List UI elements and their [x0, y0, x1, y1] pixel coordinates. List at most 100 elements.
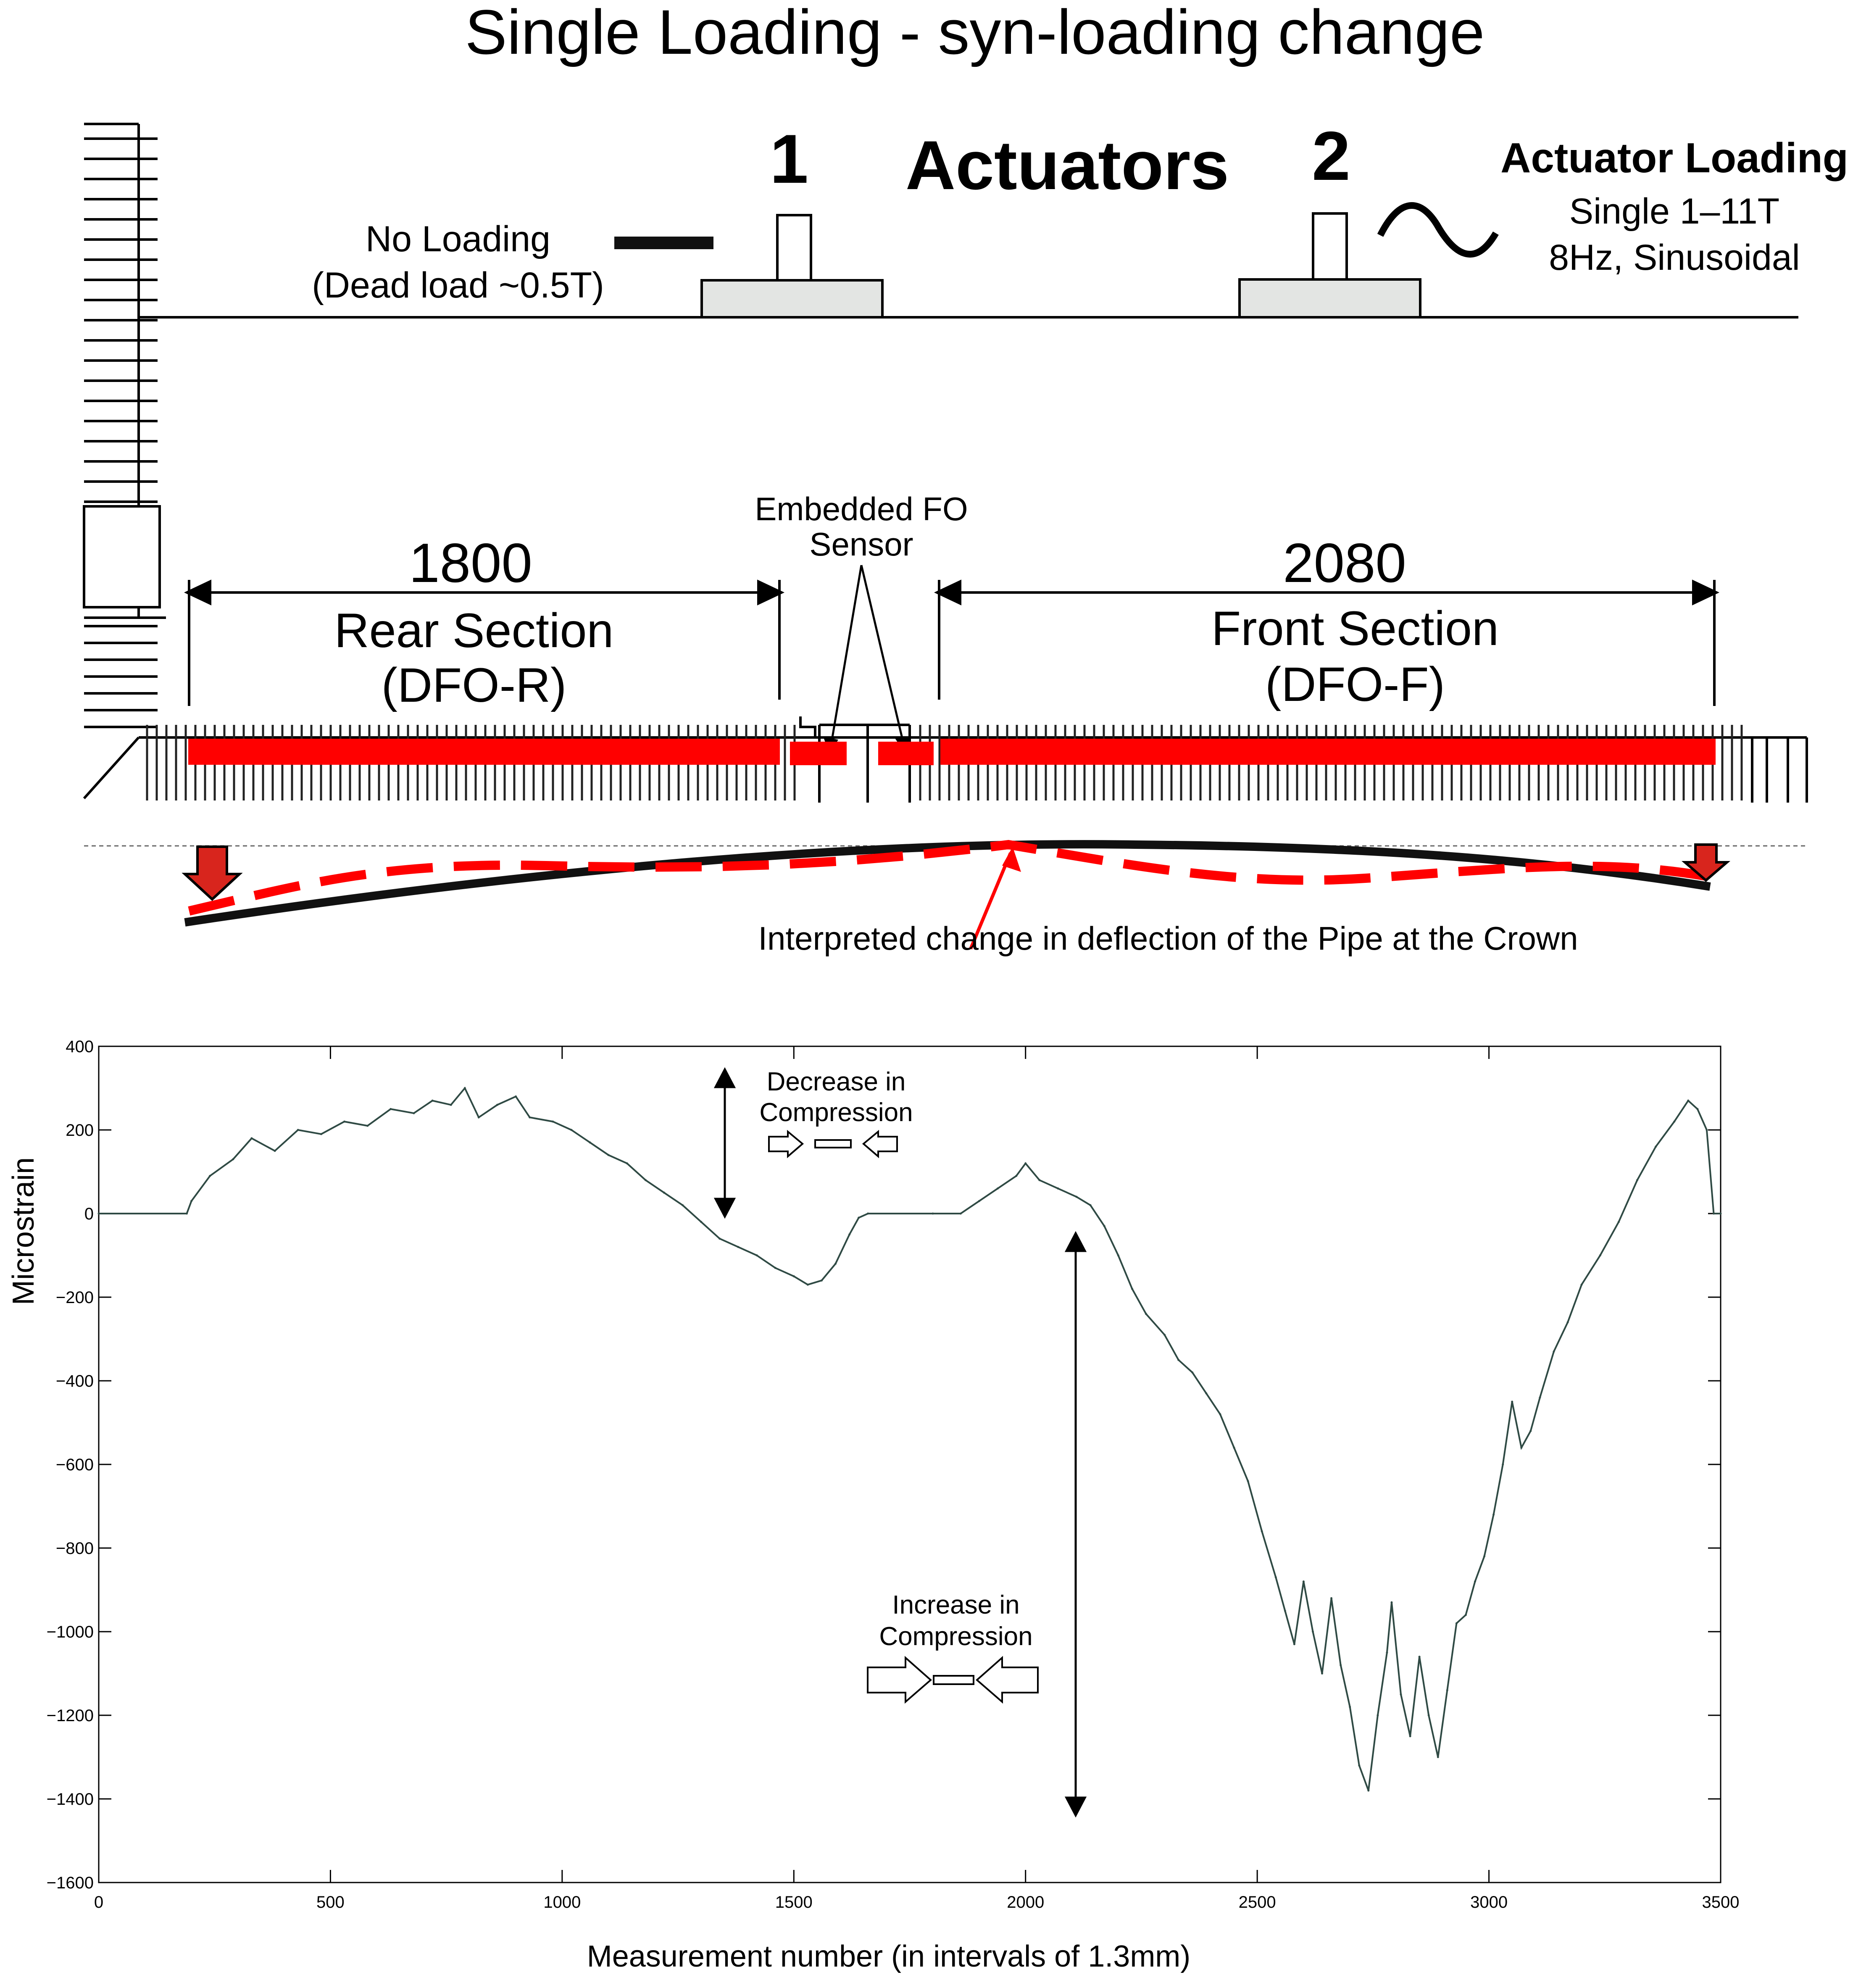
series-point	[867, 1212, 869, 1215]
series-point	[834, 1262, 837, 1265]
series-point	[552, 1120, 554, 1123]
series-point	[431, 1099, 434, 1102]
series-point	[529, 1116, 531, 1119]
series-point	[463, 1087, 466, 1089]
increase-compression-icon	[867, 1656, 1039, 1704]
x-tick-label: 3000	[1470, 1893, 1508, 1912]
series-point	[1483, 1555, 1485, 1558]
series-point	[806, 1283, 809, 1286]
y-tick-label: −1600	[47, 1874, 94, 1892]
series-point	[1511, 1401, 1513, 1403]
series-point	[755, 1254, 758, 1256]
series-point	[1520, 1446, 1523, 1449]
series-point	[1464, 1614, 1467, 1616]
actuators-label: Actuators	[905, 126, 1229, 204]
series-point	[1340, 1664, 1342, 1667]
series-point	[274, 1150, 276, 1152]
rear-code-label: (DFO-R)	[382, 658, 567, 712]
series-point	[366, 1124, 369, 1127]
interpreted-deflection-label: Interpreted change in deflection of the …	[758, 920, 1578, 957]
y-tick-label: 200	[66, 1121, 94, 1140]
dead-load-label: (Dead load ~0.5T)	[312, 265, 604, 305]
series-point	[1539, 1396, 1541, 1399]
interpreted-deflection-curve	[188, 840, 1707, 916]
series-point	[320, 1133, 322, 1135]
series-point	[1529, 1430, 1532, 1432]
series-point	[1386, 1651, 1388, 1654]
series-point	[1502, 1463, 1504, 1466]
series-point	[1247, 1480, 1249, 1482]
actuator-loading-frequency: 8Hz, Sinusoidal	[1549, 237, 1800, 278]
actuator-1-number: 1	[770, 120, 808, 197]
series-point	[1163, 1334, 1166, 1336]
series-point	[97, 1212, 100, 1215]
increase-label-line2: Compression	[879, 1622, 1032, 1651]
series-point	[477, 1116, 480, 1119]
y-tick-label: 0	[84, 1205, 94, 1223]
series-point	[589, 1141, 591, 1144]
series-point	[1302, 1580, 1305, 1583]
series-point	[1673, 1120, 1676, 1123]
series-point	[570, 1129, 573, 1131]
series-point	[1103, 1225, 1105, 1227]
sensor-label-line1: Embedded FO	[755, 490, 968, 527]
series-point	[1409, 1735, 1411, 1738]
increase-label-line1: Increase in	[892, 1590, 1019, 1619]
microstrain-series-points	[97, 1087, 1722, 1792]
y-tick-label: −600	[56, 1456, 94, 1474]
no-loading-dash-icon	[614, 237, 713, 249]
series-point	[1038, 1179, 1041, 1181]
series-point	[250, 1137, 253, 1140]
series-point	[343, 1120, 345, 1123]
dimension-rear	[184, 579, 785, 706]
y-tick-label: −1200	[47, 1706, 94, 1725]
no-loading-label: No Loading	[366, 219, 550, 259]
series-point	[1427, 1714, 1430, 1717]
sine-wave-icon	[1377, 202, 1499, 258]
series-point	[1233, 1446, 1235, 1449]
series-point	[1219, 1413, 1221, 1416]
series-point	[1706, 1129, 1708, 1131]
front-length-label: 2080	[1283, 532, 1406, 594]
x-tick-label: 2500	[1239, 1893, 1276, 1912]
x-tick-label: 3500	[1702, 1893, 1740, 1912]
series-point	[413, 1112, 415, 1114]
series-point	[1687, 1099, 1690, 1102]
rear-section-label: Rear Section	[334, 604, 614, 658]
series-point	[1075, 1195, 1078, 1198]
series-point	[190, 1200, 193, 1202]
decrease-compression-arrow	[713, 1067, 736, 1219]
right-load-arrow-icon	[1681, 843, 1731, 882]
series-point	[1492, 1513, 1495, 1516]
series-point	[1474, 1580, 1476, 1583]
series-point	[1437, 1756, 1439, 1758]
series-point	[1367, 1789, 1370, 1792]
series-point	[1455, 1622, 1458, 1625]
series-point	[1719, 1212, 1722, 1215]
series-point	[1418, 1656, 1421, 1658]
x-tick-label: 1500	[775, 1893, 813, 1912]
plot-area	[98, 1045, 1721, 1883]
x-tick-label: 1000	[543, 1893, 581, 1912]
dimension-front	[934, 579, 1720, 706]
series-point	[959, 1212, 962, 1215]
actuator-2-number: 2	[1312, 117, 1350, 195]
series-point	[515, 1095, 517, 1098]
rear-length-label: 1800	[409, 532, 532, 594]
series-point	[1713, 1212, 1715, 1215]
series-point	[821, 1279, 823, 1282]
series-point	[932, 1212, 934, 1215]
right-end-detail	[1751, 737, 1808, 803]
left-load-arrow-icon	[182, 845, 243, 901]
series-point	[496, 1103, 498, 1106]
y-tick-label: 400	[66, 1037, 94, 1056]
series-point	[1566, 1321, 1569, 1324]
decrease-compression-icon	[768, 1130, 898, 1159]
series-point	[1655, 1145, 1657, 1148]
series-point	[1145, 1313, 1147, 1315]
actuator-loading-title: Actuator Loading	[1500, 134, 1848, 182]
series-point	[1377, 1714, 1379, 1717]
series-point	[1274, 1576, 1277, 1579]
series-point	[1117, 1254, 1119, 1256]
